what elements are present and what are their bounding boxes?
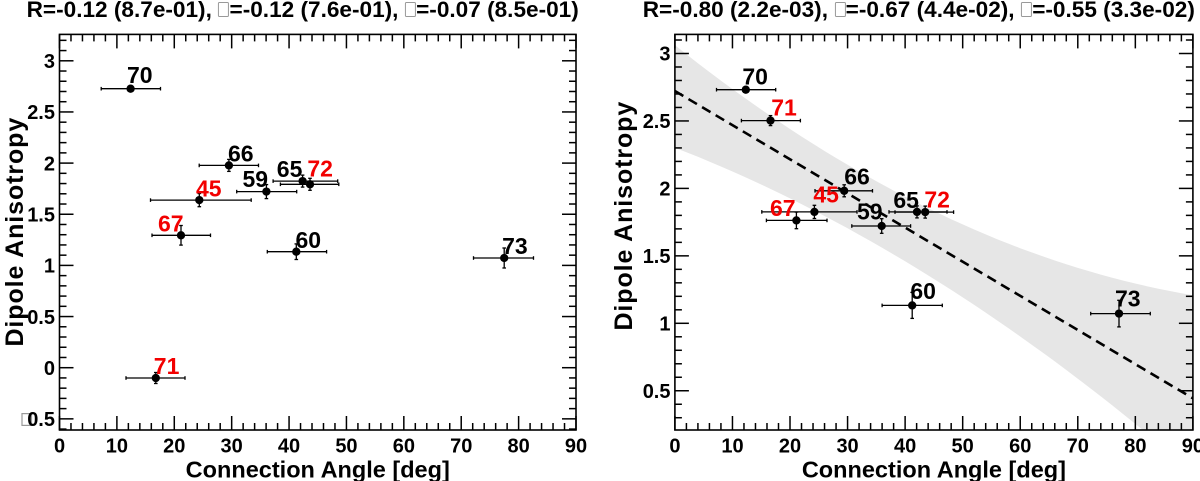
svg-text:40: 40	[894, 435, 916, 457]
svg-text:65: 65	[893, 187, 919, 213]
svg-text:60: 60	[910, 278, 936, 304]
svg-text:1: 1	[44, 256, 55, 278]
svg-text:0.5: 0.5	[643, 381, 671, 403]
svg-text:80: 80	[507, 435, 529, 457]
svg-text:1: 1	[659, 314, 670, 336]
svg-text:71: 71	[771, 95, 797, 121]
svg-text:Connection Angle [deg]: Connection Angle [deg]	[802, 456, 1066, 481]
svg-text:0: 0	[54, 435, 65, 457]
svg-text:71: 71	[154, 353, 180, 379]
svg-text:Dipole Anisotropy: Dipole Anisotropy	[1, 117, 29, 347]
svg-text:0: 0	[44, 358, 55, 380]
svg-text:59: 59	[857, 198, 883, 224]
svg-text:59: 59	[243, 166, 269, 192]
svg-text:66: 66	[228, 141, 254, 167]
svg-text:50: 50	[952, 435, 974, 457]
svg-text:20: 20	[163, 435, 185, 457]
svg-text:50: 50	[335, 435, 357, 457]
svg-text:70: 70	[1067, 435, 1089, 457]
svg-text:10: 10	[106, 435, 128, 457]
svg-text:2: 2	[44, 153, 55, 175]
svg-text:70: 70	[450, 435, 472, 457]
svg-text:70: 70	[742, 64, 768, 90]
svg-text:Connection Angle [deg]: Connection Angle [deg]	[186, 456, 450, 481]
svg-text:72: 72	[307, 156, 333, 182]
svg-text:0: 0	[669, 435, 680, 457]
svg-text:60: 60	[296, 227, 322, 253]
svg-text:2: 2	[659, 179, 670, 201]
svg-text:90: 90	[1182, 435, 1200, 457]
svg-text:45: 45	[196, 175, 222, 201]
svg-text:30: 30	[221, 435, 243, 457]
svg-text:67: 67	[770, 195, 796, 221]
svg-text:73: 73	[1115, 285, 1141, 311]
svg-text:65: 65	[277, 156, 303, 182]
svg-text:30: 30	[836, 435, 858, 457]
svg-text:67: 67	[158, 210, 184, 236]
svg-text:73: 73	[502, 233, 528, 259]
svg-text:20: 20	[779, 435, 801, 457]
svg-text:60: 60	[1009, 435, 1031, 457]
svg-text:10: 10	[721, 435, 743, 457]
svg-text:Dipole Anisotropy: Dipole Anisotropy	[610, 101, 638, 331]
svg-text:1.5: 1.5	[643, 246, 671, 268]
svg-text:0.5: 0.5	[27, 307, 55, 329]
svg-text:1.5: 1.5	[27, 204, 55, 226]
svg-text:3: 3	[44, 51, 55, 73]
svg-text:2.5: 2.5	[27, 102, 55, 124]
svg-text:60: 60	[393, 435, 415, 457]
svg-text:66: 66	[844, 164, 870, 190]
svg-text:80: 80	[1124, 435, 1146, 457]
svg-text:72: 72	[924, 187, 950, 213]
svg-text:45: 45	[813, 182, 839, 208]
svg-text:2.5: 2.5	[643, 111, 671, 133]
svg-text:70: 70	[127, 62, 153, 88]
svg-text:0.5: 0.5	[27, 409, 55, 431]
svg-text:3: 3	[659, 44, 670, 66]
svg-text:90: 90	[565, 435, 587, 457]
svg-text:40: 40	[278, 435, 300, 457]
